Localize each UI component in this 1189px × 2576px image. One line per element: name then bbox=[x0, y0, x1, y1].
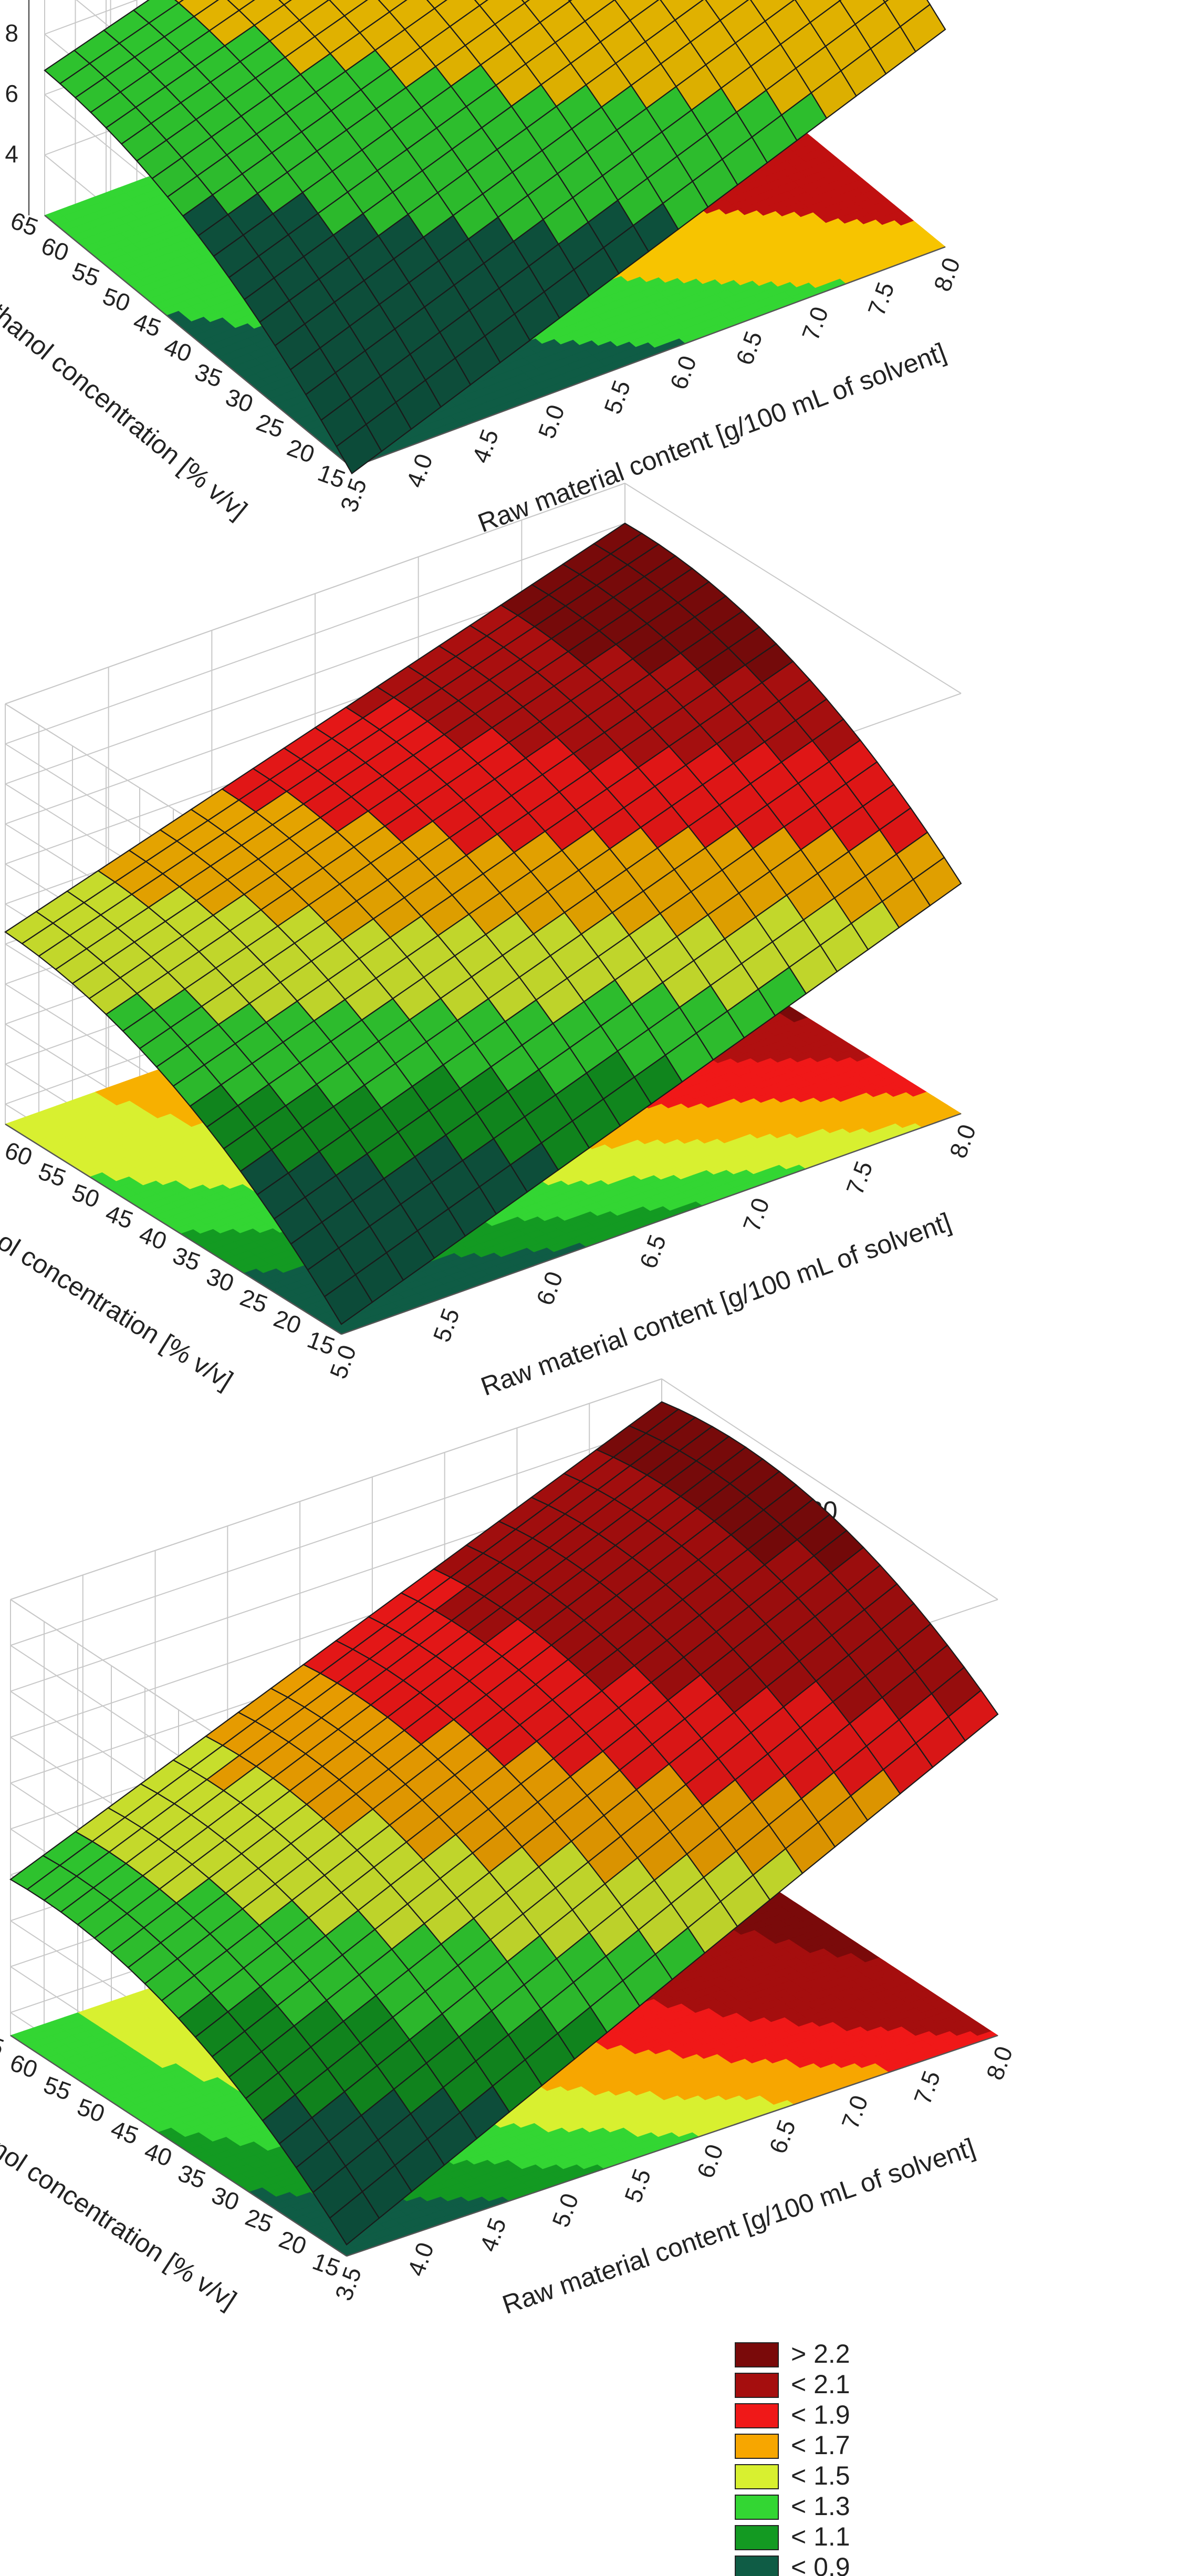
y-tick-label: 60 bbox=[38, 232, 72, 266]
x-tick-label: 4.0 bbox=[401, 450, 438, 491]
axes bbox=[28, 0, 946, 469]
y-tick-label: 45 bbox=[130, 307, 164, 342]
chart-panel-a: A3.54.04.55.05.56.06.57.07.58.0152025303… bbox=[0, 0, 966, 887]
grid-line bbox=[5, 523, 625, 745]
y-tick-label: 40 bbox=[161, 333, 195, 367]
y-tick-label: 25 bbox=[253, 408, 287, 443]
z-tick-label: 6 bbox=[5, 80, 18, 107]
surface-cell bbox=[378, 0, 408, 13]
y-tick-label: 30 bbox=[222, 383, 257, 418]
x-tick-label: 5.0 bbox=[533, 401, 570, 442]
z-tick-label: 8 bbox=[5, 19, 18, 47]
y-tick-label: 35 bbox=[191, 358, 226, 392]
y-tick-label: 20 bbox=[284, 433, 318, 468]
grid-line bbox=[5, 483, 625, 704]
surface-cell bbox=[426, 0, 448, 9]
surface-cell bbox=[278, 0, 292, 6]
y-tick-label: 65 bbox=[7, 206, 41, 241]
grid-line bbox=[624, 483, 962, 694]
y-axis-line bbox=[44, 215, 352, 468]
chart-panel-b: B5.05.56.06.57.07.58.0152025303540455055… bbox=[0, 483, 981, 1731]
surface-cell bbox=[227, 0, 255, 12]
surface-cell bbox=[474, 0, 488, 6]
x-axis-line bbox=[351, 246, 946, 469]
x-tick-label: 4.5 bbox=[467, 425, 504, 466]
x-tick-label: 8.0 bbox=[929, 254, 966, 295]
x-tick-label: 5.5 bbox=[599, 377, 636, 418]
x-tick-label: 7.5 bbox=[862, 278, 900, 319]
x-tick-label: 7.0 bbox=[796, 303, 833, 344]
x-tick-label: 6.0 bbox=[664, 352, 702, 393]
surface-cell bbox=[899, 3, 946, 53]
response-surface bbox=[44, 0, 946, 475]
y-tick-label: 50 bbox=[99, 282, 134, 317]
y-tick-label: 55 bbox=[68, 257, 103, 292]
z-tick-label: 4 bbox=[5, 140, 18, 168]
x-tick-label: 6.5 bbox=[731, 328, 768, 369]
